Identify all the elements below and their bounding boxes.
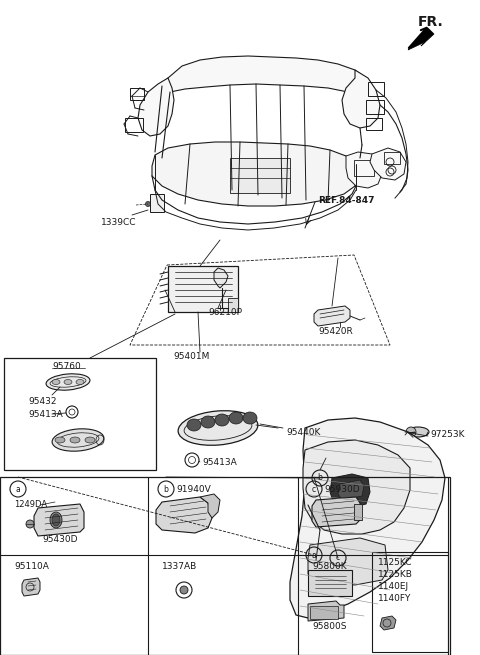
Text: 95413A: 95413A [28,410,63,419]
Ellipse shape [229,412,243,424]
Polygon shape [138,78,174,136]
Text: 95432: 95432 [28,397,57,406]
Polygon shape [342,70,380,128]
Ellipse shape [52,514,60,526]
Text: b: b [164,485,168,493]
Text: 95930D: 95930D [324,485,360,494]
Bar [130,88,144,100]
Text: 95420R: 95420R [318,327,353,336]
Polygon shape [308,601,344,621]
Text: REF.84-847: REF.84-847 [318,196,374,205]
Ellipse shape [76,379,84,384]
Polygon shape [34,504,84,536]
Polygon shape [303,440,410,534]
Bar [4,358,156,470]
Text: 1125KC: 1125KC [378,558,412,567]
Bar [366,118,382,130]
Polygon shape [314,306,350,326]
Text: 96210P: 96210P [208,308,242,317]
Bar [366,100,384,114]
Bar [354,160,374,176]
Ellipse shape [201,416,215,428]
Polygon shape [370,148,406,180]
Text: 95413A: 95413A [202,458,237,467]
Ellipse shape [407,427,429,437]
Polygon shape [330,474,370,508]
Bar [384,152,400,164]
Ellipse shape [187,419,201,431]
Text: 95760: 95760 [52,362,81,371]
Polygon shape [156,497,212,533]
Text: 97253K: 97253K [430,430,465,439]
Text: FR.: FR. [418,15,444,29]
Bar [125,118,143,132]
Polygon shape [200,494,220,518]
Ellipse shape [52,379,60,384]
Text: 95110A: 95110A [14,562,49,571]
Polygon shape [308,538,388,585]
Polygon shape [214,268,228,288]
Text: 1337AB: 1337AB [162,562,197,571]
Text: a: a [312,550,316,559]
Polygon shape [338,480,364,500]
Ellipse shape [50,512,62,528]
Bar [230,158,290,193]
Circle shape [145,202,151,206]
Polygon shape [346,152,382,188]
Text: 95440K: 95440K [286,428,320,437]
Ellipse shape [243,412,257,424]
Polygon shape [22,578,40,596]
Circle shape [180,586,188,594]
Bar [368,82,384,96]
Bar [354,504,362,520]
Text: 1339CC: 1339CC [101,218,136,227]
Ellipse shape [85,437,95,443]
Ellipse shape [215,414,229,426]
Circle shape [26,520,34,528]
Text: 1125KB: 1125KB [378,570,413,579]
Bar [150,194,164,212]
Polygon shape [380,616,396,630]
Bar [310,606,338,619]
Bar [0,477,450,655]
Bar [308,570,352,596]
Ellipse shape [55,437,65,443]
Bar [228,298,238,312]
Text: 95430D: 95430D [43,535,78,544]
Ellipse shape [70,437,80,443]
Text: 95800S: 95800S [312,622,347,631]
Ellipse shape [46,374,90,390]
Text: c: c [336,553,340,563]
Text: a: a [16,485,20,493]
Polygon shape [290,418,445,618]
Polygon shape [312,497,360,527]
Bar [372,552,448,652]
Text: 95800K: 95800K [312,562,347,571]
Bar [168,266,238,312]
Ellipse shape [178,411,258,445]
Text: 1249DA: 1249DA [14,500,47,509]
Polygon shape [162,56,365,92]
Text: 1140FY: 1140FY [378,594,411,603]
Ellipse shape [52,429,104,451]
Circle shape [406,427,416,437]
Text: 1140EJ: 1140EJ [378,582,409,591]
Polygon shape [408,28,434,50]
Text: 95401M: 95401M [173,352,209,361]
Ellipse shape [64,379,72,384]
Text: c: c [312,485,316,493]
Text: 91940V: 91940V [176,485,211,494]
Polygon shape [152,142,358,206]
Text: b: b [318,474,323,483]
